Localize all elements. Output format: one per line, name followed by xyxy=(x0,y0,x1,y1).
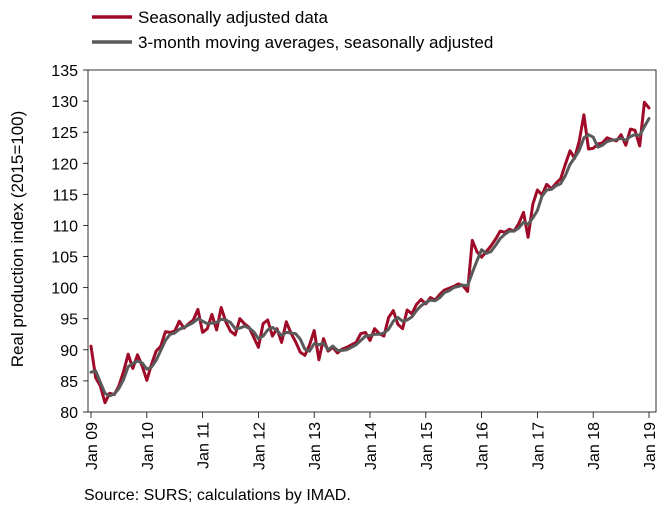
x-tick-label: Jan 15 xyxy=(419,422,436,470)
legend-label-moving-average: 3-month moving averages, seasonally adju… xyxy=(138,33,493,52)
x-tick-label: Jan 10 xyxy=(140,422,157,470)
source-note: Source: SURS; calculations by IMAD. xyxy=(84,487,351,504)
y-tick-label: 80 xyxy=(60,405,78,422)
y-tick-label: 120 xyxy=(51,156,78,173)
x-tick-label: Jan 11 xyxy=(196,422,213,469)
y-tick-label: 90 xyxy=(60,343,78,360)
y-tick-label: 85 xyxy=(60,374,78,391)
x-tick-label: Jan 19 xyxy=(642,422,659,470)
x-tick-label: Jan 09 xyxy=(84,422,101,470)
legend-label-seasonally-adjusted: Seasonally adjusted data xyxy=(138,8,329,27)
series-seasonally-adjusted xyxy=(89,100,651,405)
x-tick-label: Jan 18 xyxy=(586,422,603,470)
plot-frame xyxy=(87,69,657,413)
series-layer xyxy=(89,100,651,405)
legend: Seasonally adjusted data 3-month moving … xyxy=(92,8,493,52)
y-tick-label: 110 xyxy=(52,218,78,235)
y-tick-label: 105 xyxy=(51,250,78,267)
y-tick-label: 135 xyxy=(51,63,78,80)
x-axis: Jan 09 Jan 10 Jan 11 Jan 12 Jan 13 Jan 14 Jan … xyxy=(84,412,659,470)
y-tick-label: 100 xyxy=(51,281,78,298)
x-tick-label: Jan 12 xyxy=(251,422,268,470)
y-axis: 80 85 90 95 100 105 110 115 120 125 130 135 xyxy=(51,63,88,422)
x-tick-label: Jan 14 xyxy=(363,422,380,470)
x-tick-label: Jan 16 xyxy=(475,422,492,470)
y-tick-label: 125 xyxy=(51,125,78,142)
y-tick-label: 95 xyxy=(60,312,78,329)
y-tick-label: 130 xyxy=(51,94,78,111)
x-tick-label: Jan 13 xyxy=(307,422,324,470)
y-tick-label: 115 xyxy=(52,187,78,204)
y-axis-title: Real production index (2015=100) xyxy=(8,111,27,368)
series-moving-average xyxy=(89,117,651,398)
x-tick-label: Jan 17 xyxy=(530,422,547,470)
